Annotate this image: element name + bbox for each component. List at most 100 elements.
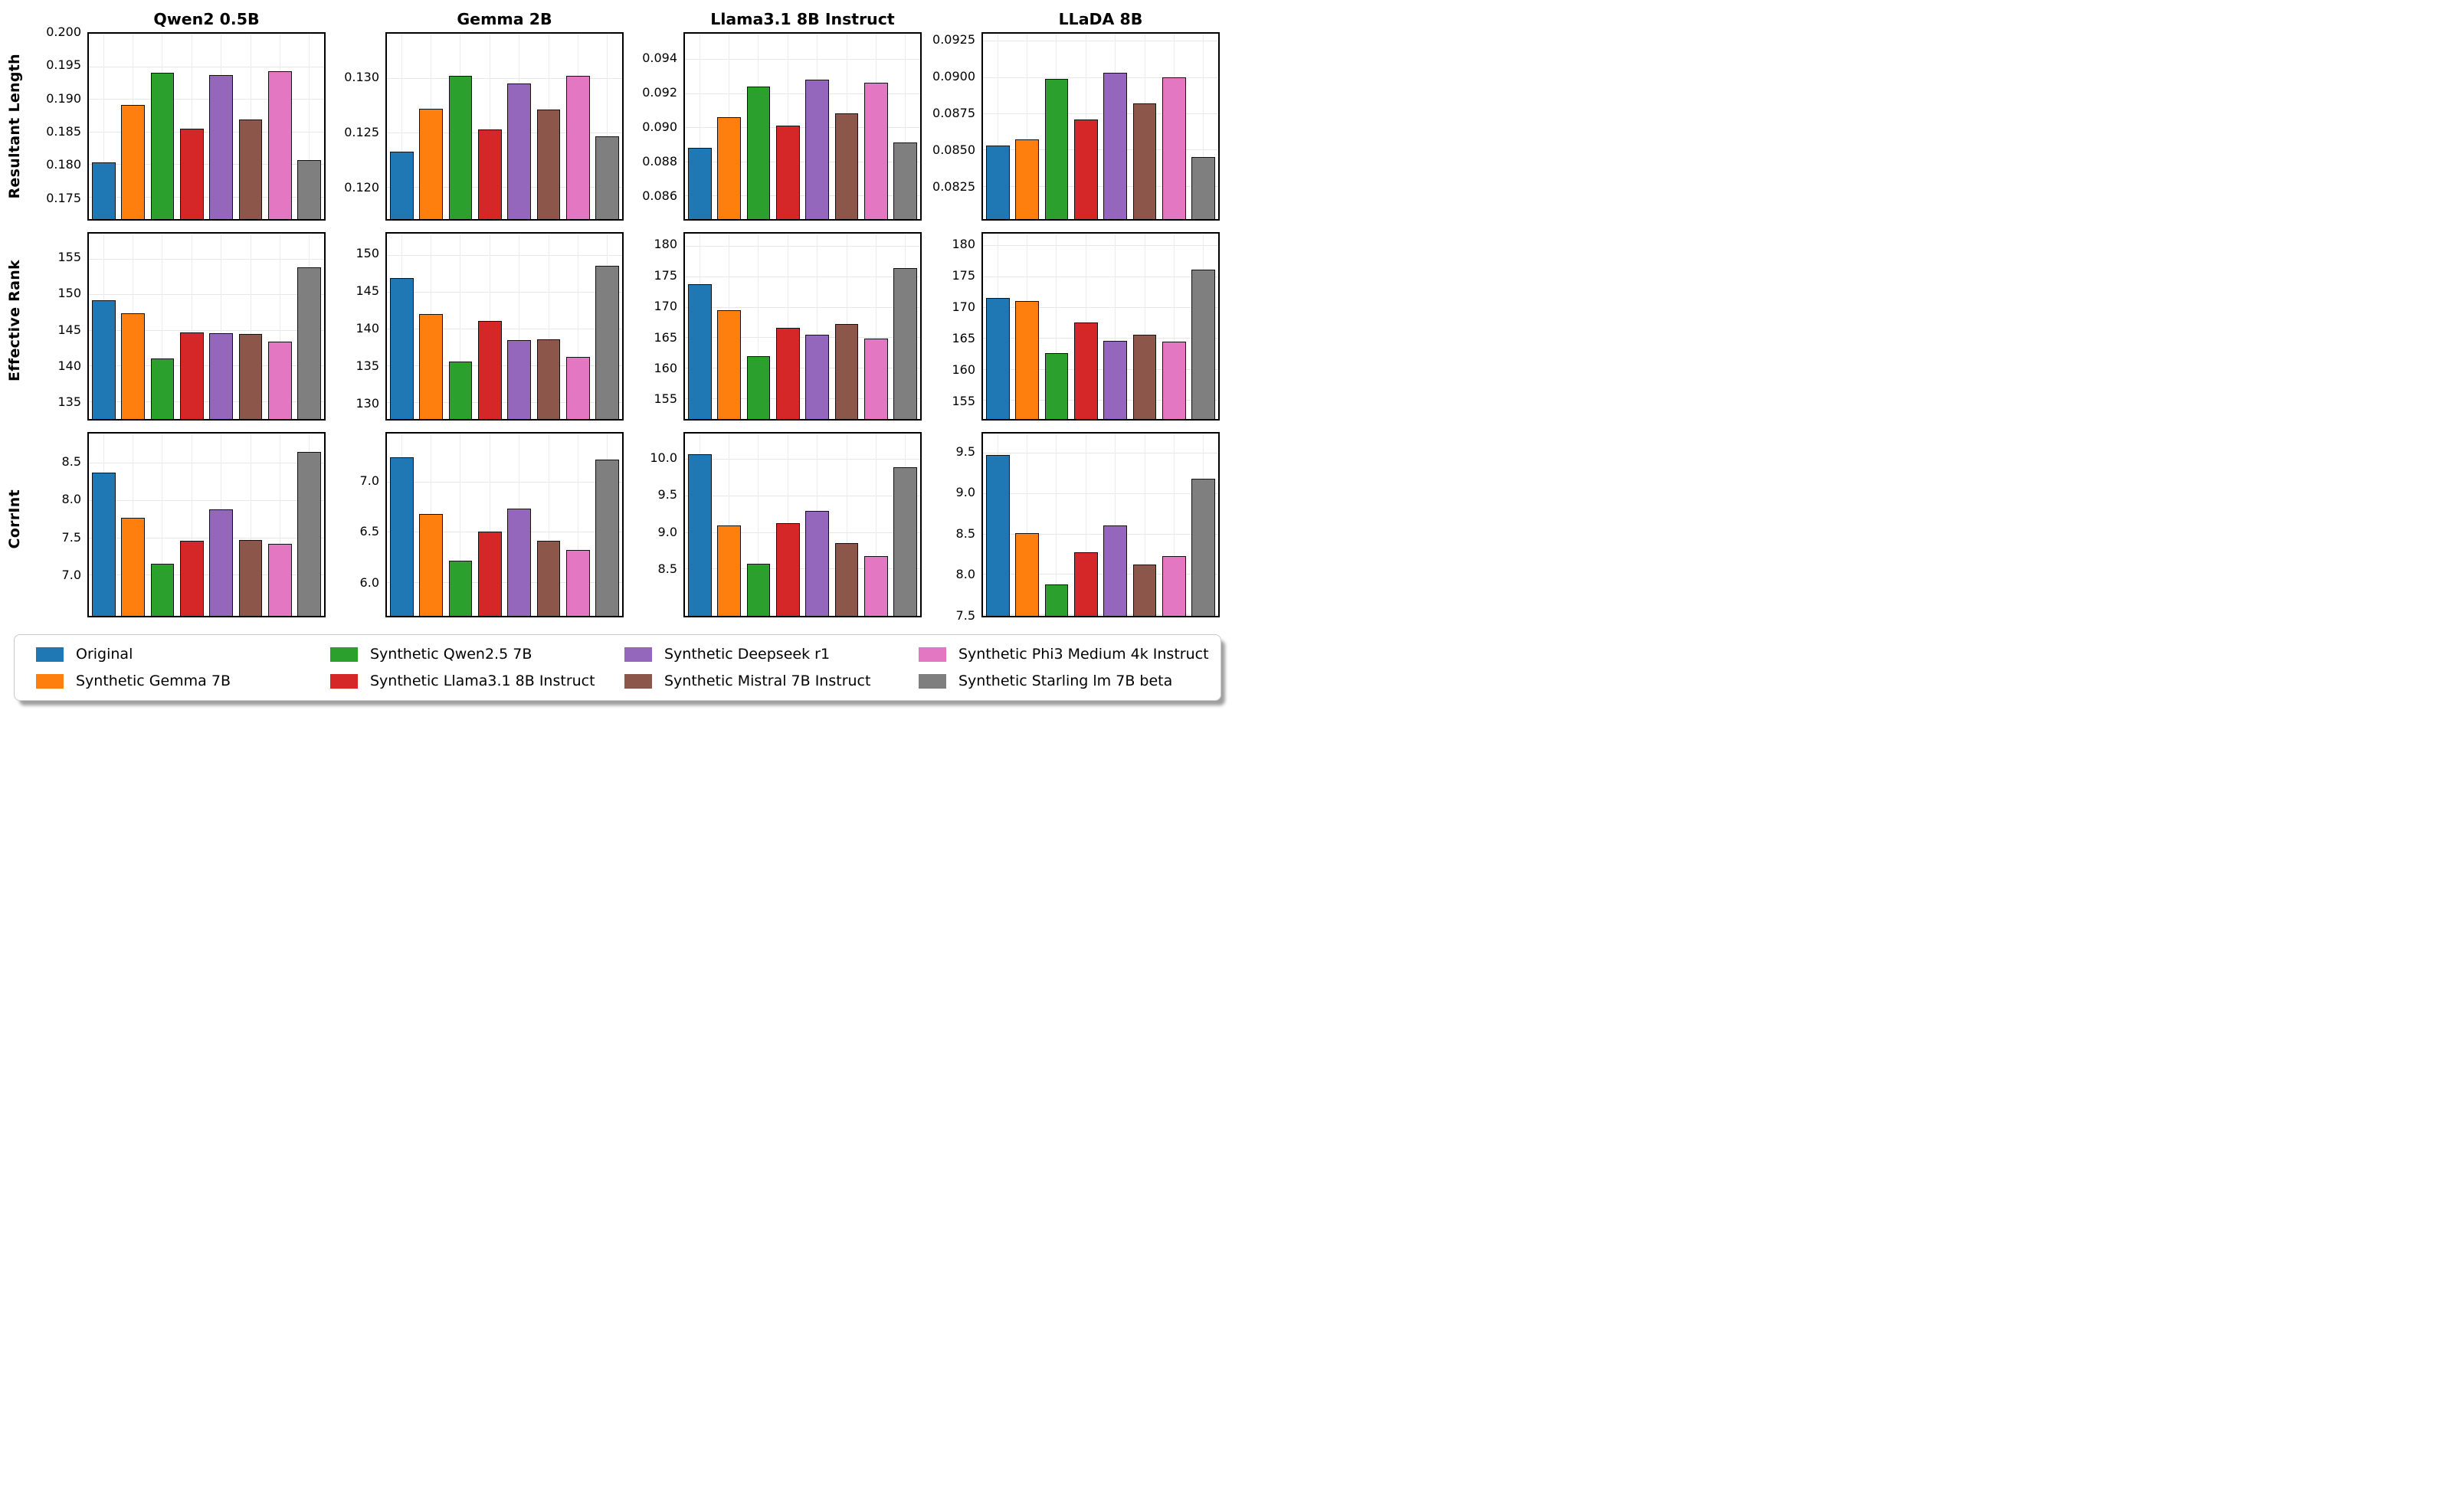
y-axis: 0.0825 0.0850 0.0875 0.0900 0.0925 — [922, 32, 981, 221]
legend-label: Synthetic Phi3 Medium 4k Instruct — [958, 646, 1209, 663]
legend-swatch — [36, 673, 64, 689]
subplot-llama3-1-8b-instruct-effective-rank: 155 160 165 170 175 180 — [624, 232, 922, 421]
bar-synthetic-phi3-medium-4k-instruct — [268, 342, 292, 419]
subplot-llada-8b-corrint: 7.5 8.0 8.5 9.0 9.5 — [922, 432, 1220, 621]
bars-group — [387, 234, 622, 419]
bar-synthetic-mistral-7b-instruct — [536, 540, 561, 616]
bar-synthetic-deepseek-r1 — [209, 333, 234, 419]
bar-original — [389, 277, 414, 419]
bar-synthetic-phi3-medium-4k-instruct — [268, 544, 292, 616]
y-tick-label: 0.190 — [46, 90, 81, 106]
gridline-vertical — [103, 34, 104, 219]
plot-wrap: 8.5 9.0 9.5 10.0 — [624, 432, 922, 617]
y-tick-label: 165 — [654, 329, 677, 345]
bar-synthetic-deepseek-r1 — [507, 340, 532, 419]
bar-synthetic-starling-lm-7b-beta — [1191, 478, 1216, 616]
bar-synthetic-starling-lm-7b-beta — [297, 267, 322, 419]
y-tick-label: 0.0825 — [932, 178, 975, 194]
y-tick-label: 170 — [654, 299, 677, 314]
y-tick-label: 0.200 — [46, 25, 81, 39]
y-tick-label: 135 — [356, 358, 379, 373]
gridline-horizontal — [983, 245, 1218, 247]
y-tick-label: 8.5 — [955, 525, 975, 541]
y-axis: 155 160 165 170 175 180 — [624, 232, 683, 421]
row-label-corrint: CorrInt — [2, 421, 28, 617]
plot-area — [385, 432, 624, 617]
legend-entry-synthetic-starling-lm-7b-beta: Synthetic Starling lm 7B beta — [919, 673, 1213, 689]
bar-synthetic-mistral-7b-instruct — [1132, 335, 1157, 419]
legend-entry-synthetic-mistral-7b-instruct: Synthetic Mistral 7B Instruct — [624, 673, 919, 689]
subplot-llada-8b-resultant-length: LLaDA 8B 0.0825 0.0850 0.0875 0.0900 0.0925 — [922, 6, 1220, 221]
plot-wrap: 130 135 140 145 150 — [326, 232, 624, 421]
bar-synthetic-qwen2-5-7b — [1044, 352, 1069, 419]
gridline-vertical — [758, 234, 759, 419]
gridline-vertical — [1115, 434, 1116, 616]
bar-synthetic-phi3-medium-4k-instruct — [1162, 77, 1186, 219]
bar-synthetic-mistral-7b-instruct — [536, 339, 561, 419]
y-axis: 6.0 6.5 7.0 — [326, 432, 385, 617]
subplot-title: LLaDA 8B — [1058, 10, 1143, 28]
gridline-horizontal — [89, 99, 324, 100]
y-tick-label: 8.0 — [955, 567, 975, 582]
bar-synthetic-phi3-medium-4k-instruct — [1162, 342, 1186, 419]
bar-synthetic-qwen2-5-7b — [746, 86, 771, 219]
y-tick-label: 8.5 — [61, 453, 81, 469]
plot-area — [87, 432, 326, 617]
bar-synthetic-gemma-7b — [121, 104, 145, 219]
gridline-horizontal — [983, 614, 1218, 615]
legend-label: Synthetic Deepseek r1 — [664, 646, 831, 663]
bar-synthetic-deepseek-r1 — [805, 79, 830, 219]
gridline-horizontal — [89, 294, 324, 296]
bar-synthetic-phi3-medium-4k-instruct — [566, 549, 590, 616]
y-tick-label: 0.195 — [46, 57, 81, 73]
bar-synthetic-llama3-1-8b-instruct — [477, 532, 502, 616]
y-tick-label: 0.090 — [642, 119, 677, 135]
bar-synthetic-qwen2-5-7b — [1044, 78, 1069, 219]
plot-wrap: 6.0 6.5 7.0 — [326, 432, 624, 617]
bar-synthetic-llama3-1-8b-instruct — [775, 523, 800, 616]
plot-wrap: 155 160 165 170 175 180 — [922, 232, 1220, 421]
gridline-horizontal — [387, 481, 622, 483]
y-axis: 130 135 140 145 150 — [326, 232, 385, 421]
bar-synthetic-deepseek-r1 — [1103, 340, 1128, 419]
y-tick-label: 0.0875 — [932, 105, 975, 120]
bar-original — [985, 145, 1010, 219]
gridline-horizontal — [685, 398, 920, 399]
bar-synthetic-gemma-7b — [419, 513, 443, 616]
bar-synthetic-qwen2-5-7b — [1044, 584, 1069, 616]
subplot-title: Llama3.1 8B Instruct — [710, 10, 895, 28]
bar-synthetic-mistral-7b-instruct — [834, 323, 859, 419]
gridline-horizontal — [983, 149, 1218, 151]
gridline-vertical — [905, 34, 906, 219]
bars-group — [89, 34, 324, 219]
bars-group — [685, 34, 920, 219]
plot-wrap: 0.0825 0.0850 0.0875 0.0900 0.0925 — [922, 32, 1220, 221]
plot-wrap: 0.175 0.180 0.185 0.190 0.195 0.200 — [28, 26, 326, 221]
bar-synthetic-llama3-1-8b-instruct — [179, 540, 204, 616]
y-tick-label: 10.0 — [650, 450, 677, 465]
y-tick-label: 6.0 — [359, 574, 379, 590]
y-tick-label: 8.0 — [61, 492, 81, 507]
plot-wrap: 7.5 8.0 8.5 9.0 9.5 — [922, 432, 1220, 621]
gridline-horizontal — [89, 499, 324, 501]
bar-synthetic-deepseek-r1 — [1103, 73, 1128, 219]
gridline-horizontal — [685, 245, 920, 247]
y-tick-label: 0.125 — [344, 124, 379, 139]
y-tick-label: 0.088 — [642, 154, 677, 169]
y-tick-label: 150 — [57, 286, 81, 301]
gridline-horizontal — [983, 113, 1218, 114]
gridline-horizontal — [983, 533, 1218, 535]
plot-wrap: 7.0 7.5 8.0 8.5 — [28, 432, 326, 617]
legend-label: Synthetic Starling lm 7B beta — [958, 673, 1173, 689]
y-tick-label: 135 — [57, 394, 81, 410]
gridline-horizontal — [89, 258, 324, 260]
gridline-horizontal — [89, 164, 324, 165]
bar-synthetic-starling-lm-7b-beta — [297, 160, 322, 219]
bars-group — [387, 434, 622, 616]
gridline-horizontal — [89, 574, 324, 576]
plot-area — [87, 32, 326, 221]
legend-swatch — [919, 646, 946, 662]
bar-synthetic-gemma-7b — [717, 525, 741, 616]
gridline-horizontal — [685, 93, 920, 94]
bar-synthetic-mistral-7b-instruct — [238, 539, 263, 616]
